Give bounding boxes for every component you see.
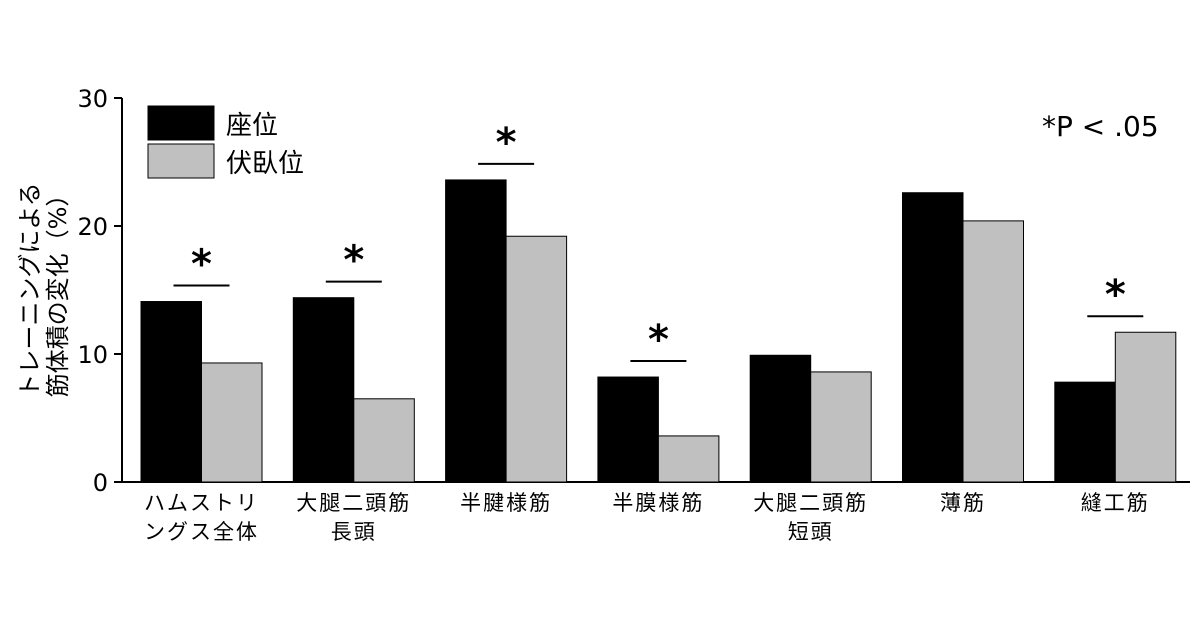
bar-series2 [657, 435, 720, 483]
y-tick-label: 10 [77, 341, 108, 369]
category-label: 半膜様筋 [612, 491, 704, 515]
legend-swatch [147, 105, 215, 141]
y-axis-label: トレーニングによる筋体積の変化（%） [16, 182, 72, 397]
bar-series2 [505, 235, 568, 483]
bar-series2 [201, 362, 263, 483]
category-label: 短頭 [788, 520, 834, 544]
y-tick-label: 0 [93, 469, 108, 497]
legend-label: 伏臥位 [226, 149, 304, 179]
bar-series1 [140, 301, 202, 483]
y-tick-label: 20 [77, 213, 108, 241]
y-tick-label: 30 [77, 85, 108, 113]
category-label: 大腿二頭筋 [296, 491, 411, 515]
y-axis-label-line: トレーニングによる [16, 182, 44, 397]
category-label: 縫工筋 [1081, 491, 1150, 515]
bar-series1 [1054, 381, 1116, 483]
bar-series1 [902, 192, 964, 483]
category-label: 半腱様筋 [460, 491, 552, 515]
category-label: ハムストリ [144, 491, 259, 515]
significance-star: * [1105, 272, 1126, 318]
bar-series2 [353, 398, 415, 483]
bar-series1 [597, 376, 659, 483]
category-label: ングス全体 [144, 520, 259, 544]
significance-markers: * * * * * [173, 120, 1144, 363]
significance-star: * [191, 242, 212, 288]
significance-star: * [648, 317, 669, 363]
bar-series1 [292, 297, 355, 483]
bar-series2 [1114, 331, 1177, 483]
bars [140, 179, 1177, 483]
legend-swatch [147, 143, 215, 179]
legend-label: 座位 [226, 111, 278, 141]
category-label: 大腿二頭筋 [753, 491, 868, 515]
bar-series2 [962, 220, 1024, 483]
y-axis-label-line: 筋体積の変化（%） [44, 183, 72, 398]
category-label: 薄筋 [940, 491, 986, 515]
bar-series1 [445, 179, 507, 483]
category-label: 長頭 [331, 520, 377, 544]
bar-series1 [749, 354, 812, 483]
bar-series2 [810, 371, 872, 483]
significance-note: *P < .05 [1042, 110, 1159, 143]
significance-star: * [496, 120, 517, 166]
significance-star: * [343, 238, 364, 284]
